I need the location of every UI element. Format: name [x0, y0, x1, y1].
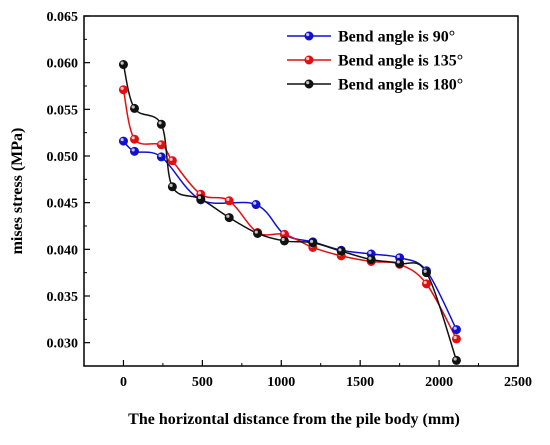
data-point-series-1 — [156, 140, 166, 150]
data-point-series-1 — [130, 134, 140, 144]
data-point-series-2 — [156, 119, 166, 129]
data-point-series-0 — [130, 146, 140, 156]
data-point-series-2 — [395, 258, 405, 268]
legend-marker — [304, 55, 314, 65]
y-tick-label: 0.050 — [47, 150, 79, 165]
legend-label: Bend angle is 180° — [338, 77, 463, 94]
series-line-2 — [122, 64, 458, 361]
x-tick-label: 1500 — [346, 375, 374, 390]
y-tick-label: 0.035 — [47, 290, 79, 305]
series-line-1 — [122, 89, 458, 340]
data-point-series-1 — [279, 229, 289, 239]
data-point-series-1 — [451, 334, 461, 344]
data-point-series-2 — [336, 246, 346, 256]
legend-marker — [304, 31, 314, 41]
x-axis-title: The horizontal distance from the pile bo… — [128, 411, 460, 428]
data-point-series-2 — [279, 236, 289, 246]
data-point-series-2 — [118, 60, 128, 70]
data-point-series-1 — [224, 196, 234, 206]
y-axis-title: mises stress (MPa) — [9, 128, 26, 255]
data-point-series-2 — [167, 182, 177, 192]
data-point-series-2 — [253, 228, 263, 238]
data-point-series-1 — [167, 156, 177, 166]
data-point-series-2 — [224, 213, 234, 223]
data-point-series-0 — [251, 200, 261, 210]
series-line-0 — [122, 140, 458, 330]
y-tick-label: 0.045 — [47, 197, 79, 212]
x-tick-label: 2500 — [504, 375, 532, 390]
legend-label: Bend angle is 135° — [338, 53, 463, 70]
data-point-series-2 — [421, 268, 431, 278]
data-point-series-0 — [451, 325, 461, 335]
data-point-series-2 — [451, 355, 461, 365]
x-tick-label: 2000 — [425, 375, 453, 390]
x-tick-label: 500 — [192, 375, 213, 390]
y-tick-label: 0.060 — [47, 57, 79, 72]
data-point-series-2 — [366, 255, 376, 265]
x-tick-label: 1000 — [267, 375, 295, 390]
y-tick-label: 0.065 — [47, 10, 79, 25]
x-tick-label: 0 — [120, 375, 127, 390]
data-point-series-0 — [118, 136, 128, 146]
legend-label: Bend angle is 90° — [338, 29, 455, 46]
series-layer — [118, 60, 461, 365]
legend-marker — [304, 79, 314, 89]
y-tick-label: 0.055 — [47, 103, 79, 118]
y-tick-label: 0.040 — [47, 243, 79, 258]
axis-ticks: 0 500 1000 1500 2000 2500 0.030 0.035 0.040 0.045… — [47, 10, 533, 390]
plot-frame — [83, 15, 519, 367]
data-point-series-1 — [118, 85, 128, 95]
data-point-series-1 — [421, 279, 431, 289]
data-point-series-2 — [130, 103, 140, 113]
data-point-series-0 — [156, 152, 166, 162]
y-tick-label: 0.030 — [47, 337, 79, 352]
legend: Bend angle is 90° Bend angle is 135° Bend … — [287, 29, 463, 94]
data-point-series-2 — [196, 194, 206, 204]
data-point-series-2 — [308, 238, 318, 248]
